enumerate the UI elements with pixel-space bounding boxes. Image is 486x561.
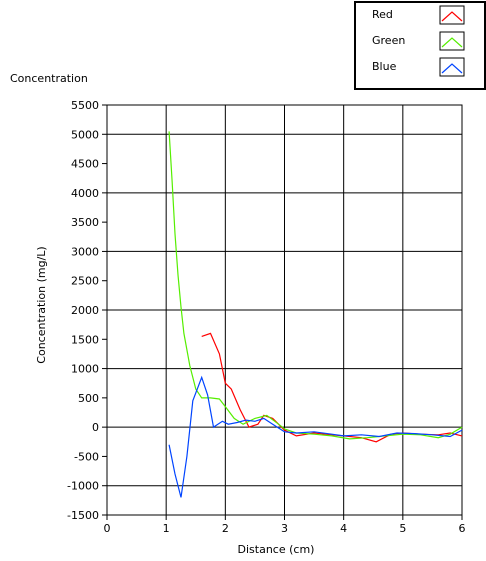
legend-swatch-green <box>441 37 463 48</box>
y-tick-label: 4000 <box>71 187 99 200</box>
legend-swatch-blue <box>441 63 463 74</box>
y-tick-label: 3500 <box>71 216 99 229</box>
y-tick-label: 3000 <box>71 245 99 258</box>
y-tick-label: 2000 <box>71 304 99 317</box>
legend: Red Green Blue <box>354 1 486 90</box>
legend-swatch-frame <box>439 31 465 51</box>
y-tick-label: 5500 <box>71 99 99 112</box>
x-tick-label: 5 <box>399 522 406 535</box>
legend-swatch-frame <box>439 57 465 77</box>
panel-title: Concentration <box>10 72 88 85</box>
legend-label-blue: Blue <box>372 60 397 73</box>
legend-label-red: Red <box>372 8 393 21</box>
y-tick-label: -500 <box>74 450 99 463</box>
y-tick-label: 0 <box>92 421 99 434</box>
axis-ticks: 0 1 2 3 4 5 6550050004500400035003000250020001… <box>67 99 465 535</box>
x-tick-label: 4 <box>340 522 347 535</box>
x-tick-label: 0 <box>104 522 111 535</box>
x-axis-title: Distance (cm) <box>238 543 315 556</box>
x-tick-label: 2 <box>222 522 229 535</box>
y-tick-label: -1500 <box>67 509 99 522</box>
series-lines <box>168 131 463 498</box>
plot-area: 0 1 2 3 4 5 6550050004500400035003000250020001… <box>67 99 465 535</box>
y-axis-title: Concentration (mg/L) <box>35 246 48 363</box>
y-tick-label: 500 <box>78 392 99 405</box>
y-tick-label: 1500 <box>71 333 99 346</box>
series-line-blue <box>168 375 463 498</box>
legend-label-green: Green <box>372 34 405 47</box>
x-tick-label: 6 <box>459 522 466 535</box>
grid-lines <box>107 105 462 515</box>
y-tick-label: 4500 <box>71 158 99 171</box>
series-line-green <box>168 131 463 440</box>
x-tick-label: 3 <box>281 522 288 535</box>
y-tick-label: 1000 <box>71 363 99 376</box>
legend-swatch-frame <box>439 5 465 25</box>
y-tick-label: -1000 <box>67 480 99 493</box>
x-tick-label: 1 <box>163 522 170 535</box>
y-tick-label: 2500 <box>71 275 99 288</box>
legend-swatch-red <box>441 11 463 22</box>
y-tick-label: 5000 <box>71 128 99 141</box>
